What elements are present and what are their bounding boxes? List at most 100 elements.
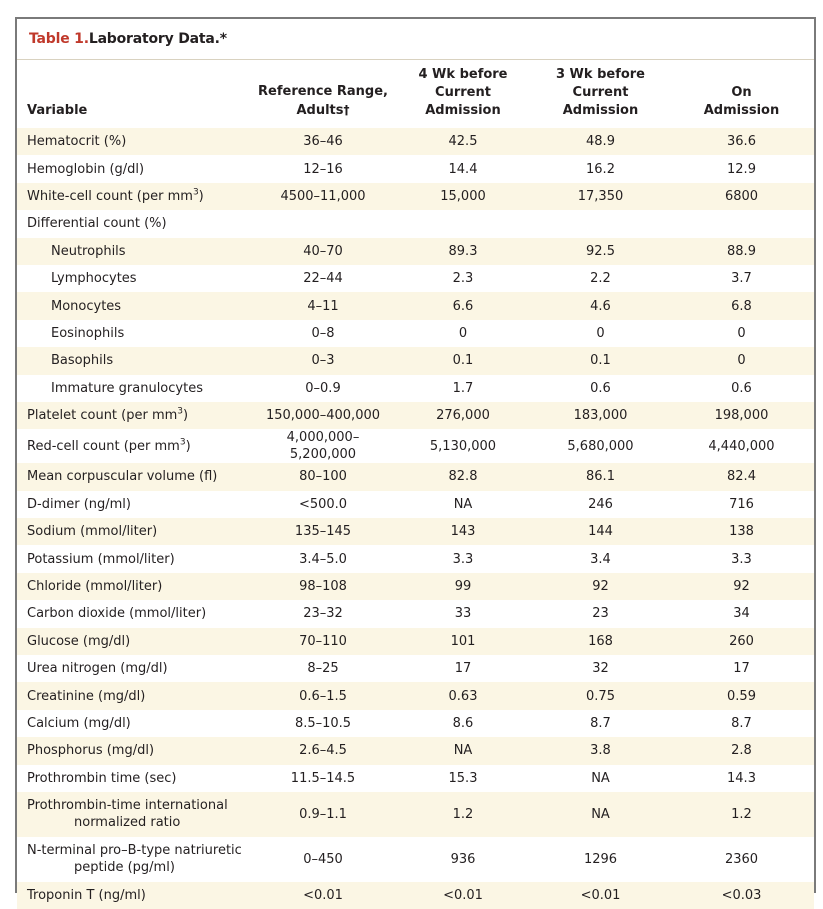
header-on-admission: On Admission [703, 85, 780, 118]
cell-on-admission: 0 [669, 347, 814, 375]
table-row: Lymphocytes 22–44 2.3 2.2 3.7 [17, 265, 814, 292]
cell-4wk-before: 936 [450, 851, 476, 867]
row-label: White-cell count (per mm3) [17, 182, 252, 211]
cell-4wk-before: 15.3 [448, 770, 478, 786]
table-number: Table 1. [29, 31, 89, 47]
row-label: Troponin T (ng/ml) [17, 881, 252, 909]
cell-on-admission: 14.3 [727, 770, 756, 786]
cell-3wk-before: 0.6 [590, 380, 611, 396]
table-row: Red-cell count (per mm3) 4,000,000–5,200,… [17, 429, 814, 463]
header-3wk-before: 3 Wk before Current Admission [555, 67, 646, 118]
cell-reference-range: <0.01 [252, 881, 394, 909]
cell-on-admission: 3.3 [731, 551, 752, 567]
cell-3wk-before: 16.2 [586, 161, 615, 177]
cell-reference-range: 150,000–400,000 [252, 401, 394, 430]
cell-3wk-before: 144 [532, 518, 669, 546]
cell-4wk-before: NA [453, 496, 473, 512]
cell-3wk-before: 86.1 [532, 463, 669, 491]
table-row: Differential count (%) [17, 210, 814, 237]
cell-4wk-before: 3.3 [452, 551, 474, 567]
cell-3wk-before: 32 [592, 661, 609, 677]
cell-on-admission: 36.6 [669, 128, 814, 156]
cell-on-admission: 17 [733, 661, 750, 677]
cell-reference-range: 0.6–1.5 [252, 682, 394, 710]
cell-4wk-before: 89.3 [394, 237, 532, 265]
cell-4wk-before: NA [394, 737, 532, 765]
row-label: Glucose (mg/dl) [17, 627, 252, 656]
row-label: Carbon dioxide (mmol/liter) [27, 606, 207, 622]
row-label: Differential count (%) [27, 216, 167, 232]
table-row: White-cell count (per mm3) 4500–11,000 15,… [17, 182, 814, 211]
cell-reference-range: 2.6–4.5 [252, 737, 394, 765]
cell-on-admission: 1.2 [669, 791, 814, 837]
row-label: Sodium (mmol/liter) [17, 518, 252, 546]
row-label: Neutrophils [17, 237, 252, 265]
cell-reference-range: 4–11 [252, 292, 394, 320]
cell-reference-range: 22–44 [303, 271, 343, 287]
cell-on-admission: 716 [729, 496, 754, 512]
table-row: Immature granulocytes 0–0.9 1.7 0.6 0.6 [17, 375, 814, 402]
cell-3wk-before: 2.2 [590, 271, 611, 287]
cell-3wk-before: <0.01 [532, 881, 669, 909]
table-row: Prothrombin time (sec) 11.5–14.5 15.3 NA 14.… [17, 765, 814, 792]
table-row: Urea nitrogen (mg/dl) 8–25 17 32 17 [17, 655, 814, 682]
row-label: Potassium (mmol/liter) [27, 551, 175, 567]
cell-3wk-before: 17,350 [532, 182, 669, 211]
cell-4wk-before: 276,000 [394, 401, 532, 430]
cell-3wk-before: 92 [532, 572, 669, 601]
row-label: N-terminal pro–B-type natriuretic peptide… [27, 843, 242, 876]
header-reference-range: Reference Range, Adults† [258, 84, 388, 118]
cell-4wk-before: 5,130,000 [429, 438, 497, 454]
cell-reference-range: <500.0 [298, 496, 348, 512]
cell-3wk-before: 48.9 [532, 128, 669, 156]
cell-3wk-before: 8.7 [590, 716, 611, 731]
cell-3wk-before: 246 [588, 496, 613, 512]
cell-reference-range: 0–3 [252, 347, 394, 375]
row-label: Phosphorus (mg/dl) [17, 737, 252, 765]
cell-on-admission: 3.7 [731, 271, 752, 287]
row-label: Calcium (mg/dl) [27, 716, 131, 731]
cell-4wk-before: 14.4 [448, 161, 478, 177]
cell-on-admission: 6800 [669, 182, 814, 211]
cell-4wk-before: 0.63 [394, 682, 532, 710]
table-row: Hemoglobin (g/dl) 12–16 14.4 16.2 12.9 [17, 155, 814, 182]
table-row: Phosphorus (mg/dl) 2.6–4.5 NA 3.8 2.8 [17, 737, 814, 765]
cell-4wk-before: 143 [394, 518, 532, 546]
cell-3wk-before: 1296 [583, 851, 618, 867]
row-label: Platelet count (per mm3) [17, 401, 252, 430]
table-row: Sodium (mmol/liter) 135–145 143 144 138 [17, 518, 814, 546]
cell-4wk-before: 1.7 [452, 380, 474, 396]
row-label: Basophils [17, 347, 252, 375]
cell-4wk-before: 1.2 [394, 791, 532, 837]
cell-on-admission: 92 [669, 572, 814, 601]
cell-3wk-before: 23 [592, 606, 609, 622]
cell-4wk-before: 15,000 [394, 182, 532, 211]
cell-reference-range: 70–110 [252, 627, 394, 656]
table-row: Mean corpuscular volume (fl) 80–100 82.8 86… [17, 463, 814, 491]
cell-on-admission: 138 [669, 518, 814, 546]
cell-3wk-before: 0 [596, 325, 605, 341]
header-row: Variable Reference Range, Adults† 4 Wk be… [17, 60, 814, 128]
cell-4wk-before: 42.5 [394, 128, 532, 156]
cell-4wk-before: <0.01 [394, 881, 532, 909]
table-row: Creatinine (mg/dl) 0.6–1.5 0.63 0.75 0.59 [17, 682, 814, 710]
cell-on-admission: 34 [733, 606, 750, 622]
cell-on-admission: 4,440,000 [708, 438, 775, 454]
table-row: Calcium (mg/dl) 8.5–10.5 8.6 8.7 8.7 [17, 710, 814, 737]
cell-reference-range: 4500–11,000 [252, 182, 394, 211]
cell-reference-range: 23–32 [303, 606, 343, 622]
cell-reference-range: 0–0.9 [305, 380, 341, 396]
cell-3wk-before: 183,000 [532, 401, 669, 430]
cell-reference-range: 4,000,000–5,200,000 [286, 430, 360, 463]
table-caption: Table 1. Laboratory Data.* [17, 19, 814, 60]
cell-4wk-before: 2.3 [452, 271, 474, 287]
header-4wk-before: 4 Wk before Current Admission [418, 67, 508, 118]
table-row: Carbon dioxide (mmol/liter) 23–32 33 23 34 [17, 600, 814, 627]
cell-3wk-before [532, 210, 669, 237]
cell-on-admission: 8.7 [731, 716, 752, 731]
cell-3wk-before: 0.1 [532, 347, 669, 375]
cell-4wk-before: 6.6 [394, 292, 532, 320]
lab-table-panel: Table 1. Laboratory Data.* Variable Refe… [15, 17, 816, 909]
cell-3wk-before: NA [591, 770, 610, 786]
cell-on-admission: 198,000 [669, 401, 814, 430]
